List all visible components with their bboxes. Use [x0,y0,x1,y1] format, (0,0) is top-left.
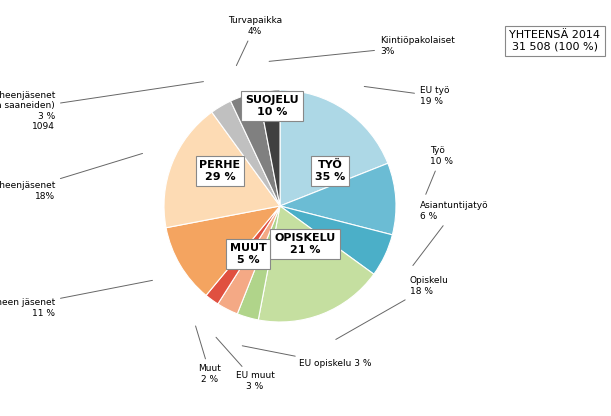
Text: YHTEENSÄ 2014
31 508 (100 %): YHTEENSÄ 2014 31 508 (100 %) [510,30,601,52]
Text: Työ
10 %: Työ 10 % [426,146,453,194]
Text: Asiantuntijatyö
6 %: Asiantuntijatyö 6 % [413,201,489,265]
Wedge shape [258,206,374,322]
Text: Muut
2 %: Muut 2 % [196,326,221,384]
Wedge shape [237,206,280,320]
Text: Kiintiöpakolaiset
3%: Kiintiöpakolaiset 3% [269,36,455,61]
Text: MUUT
5 %: MUUT 5 % [230,243,266,265]
Text: EU työ
19 %: EU työ 19 % [364,86,450,106]
Text: Perheenjäsenet
18%: Perheenjäsenet 18% [0,154,142,201]
Wedge shape [258,90,280,206]
Wedge shape [164,112,280,228]
Wedge shape [166,206,280,295]
Text: PERHE
29 %: PERHE 29 % [199,160,241,182]
Text: EU opiskelu 3 %: EU opiskelu 3 % [243,346,371,369]
Wedge shape [230,92,280,206]
Wedge shape [218,206,280,314]
Text: Perheenjäsenet
(Suojelua saaneiden)
3 %
1094: Perheenjäsenet (Suojelua saaneiden) 3 % … [0,82,203,131]
Text: Turvapaikka
4%: Turvapaikka 4% [228,16,282,66]
Text: EU Perheen jäsenet
11 %: EU Perheen jäsenet 11 % [0,280,153,318]
Text: Opiskelu
18 %: Opiskelu 18 % [336,276,449,339]
Wedge shape [280,163,396,235]
Text: EU muut
3 %: EU muut 3 % [216,337,274,391]
Wedge shape [280,90,388,206]
Wedge shape [206,206,280,304]
Wedge shape [212,101,280,206]
Text: OPISKELU
21 %: OPISKELU 21 % [274,233,335,255]
Wedge shape [280,206,392,274]
Text: TYÖ
35 %: TYÖ 35 % [315,160,345,182]
Text: SUOJELU
10 %: SUOJELU 10 % [245,95,299,117]
